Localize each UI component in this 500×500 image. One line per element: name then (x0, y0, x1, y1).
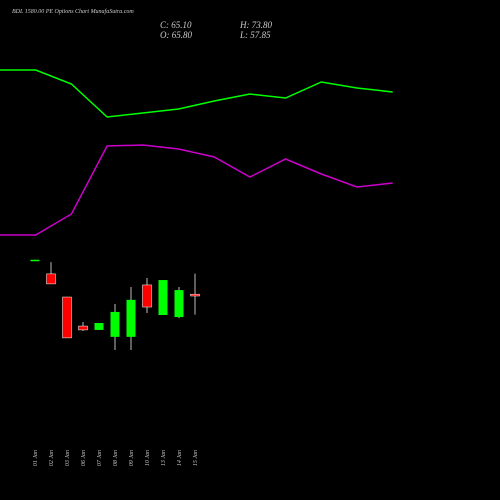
candle-body (174, 290, 184, 318)
candle-body (30, 259, 40, 262)
chart-title: BDL 1580.00 PE Options Chart MunafaSutra… (12, 8, 134, 15)
candle-body (110, 311, 120, 337)
candle-body (126, 299, 136, 337)
candle-body (94, 322, 104, 330)
x-tick-label: 09 Jan (129, 450, 135, 466)
candle-body (142, 284, 152, 308)
x-tick-label: 03 Jan (65, 450, 71, 466)
x-tick-label: 10 Jan (145, 450, 151, 466)
x-tick-label: 01 Jan (33, 450, 39, 466)
x-tick-label: 14 Jan (176, 450, 183, 466)
info-high: H: 73.80 (239, 20, 272, 30)
candle-body (158, 280, 168, 316)
line-series (0, 69, 393, 118)
info-low: L: 57.85 (239, 30, 271, 40)
candle-body (78, 325, 88, 331)
candle-body (62, 296, 72, 339)
x-tick-label: 02 Jan (49, 450, 55, 466)
candle-body (46, 273, 56, 285)
info-close: C: 65.10 (160, 20, 192, 30)
x-tick-label: 15 Jan (193, 450, 199, 466)
x-tick-label: 07 Jan (97, 450, 103, 466)
candle-body (190, 293, 200, 297)
x-tick-label: 08 Jan (113, 450, 119, 466)
line-series (0, 144, 393, 236)
info-open: O: 65.80 (160, 30, 192, 40)
x-tick-label: 06 Jan (81, 450, 87, 466)
x-tick-label: 13 Jan (161, 450, 167, 466)
